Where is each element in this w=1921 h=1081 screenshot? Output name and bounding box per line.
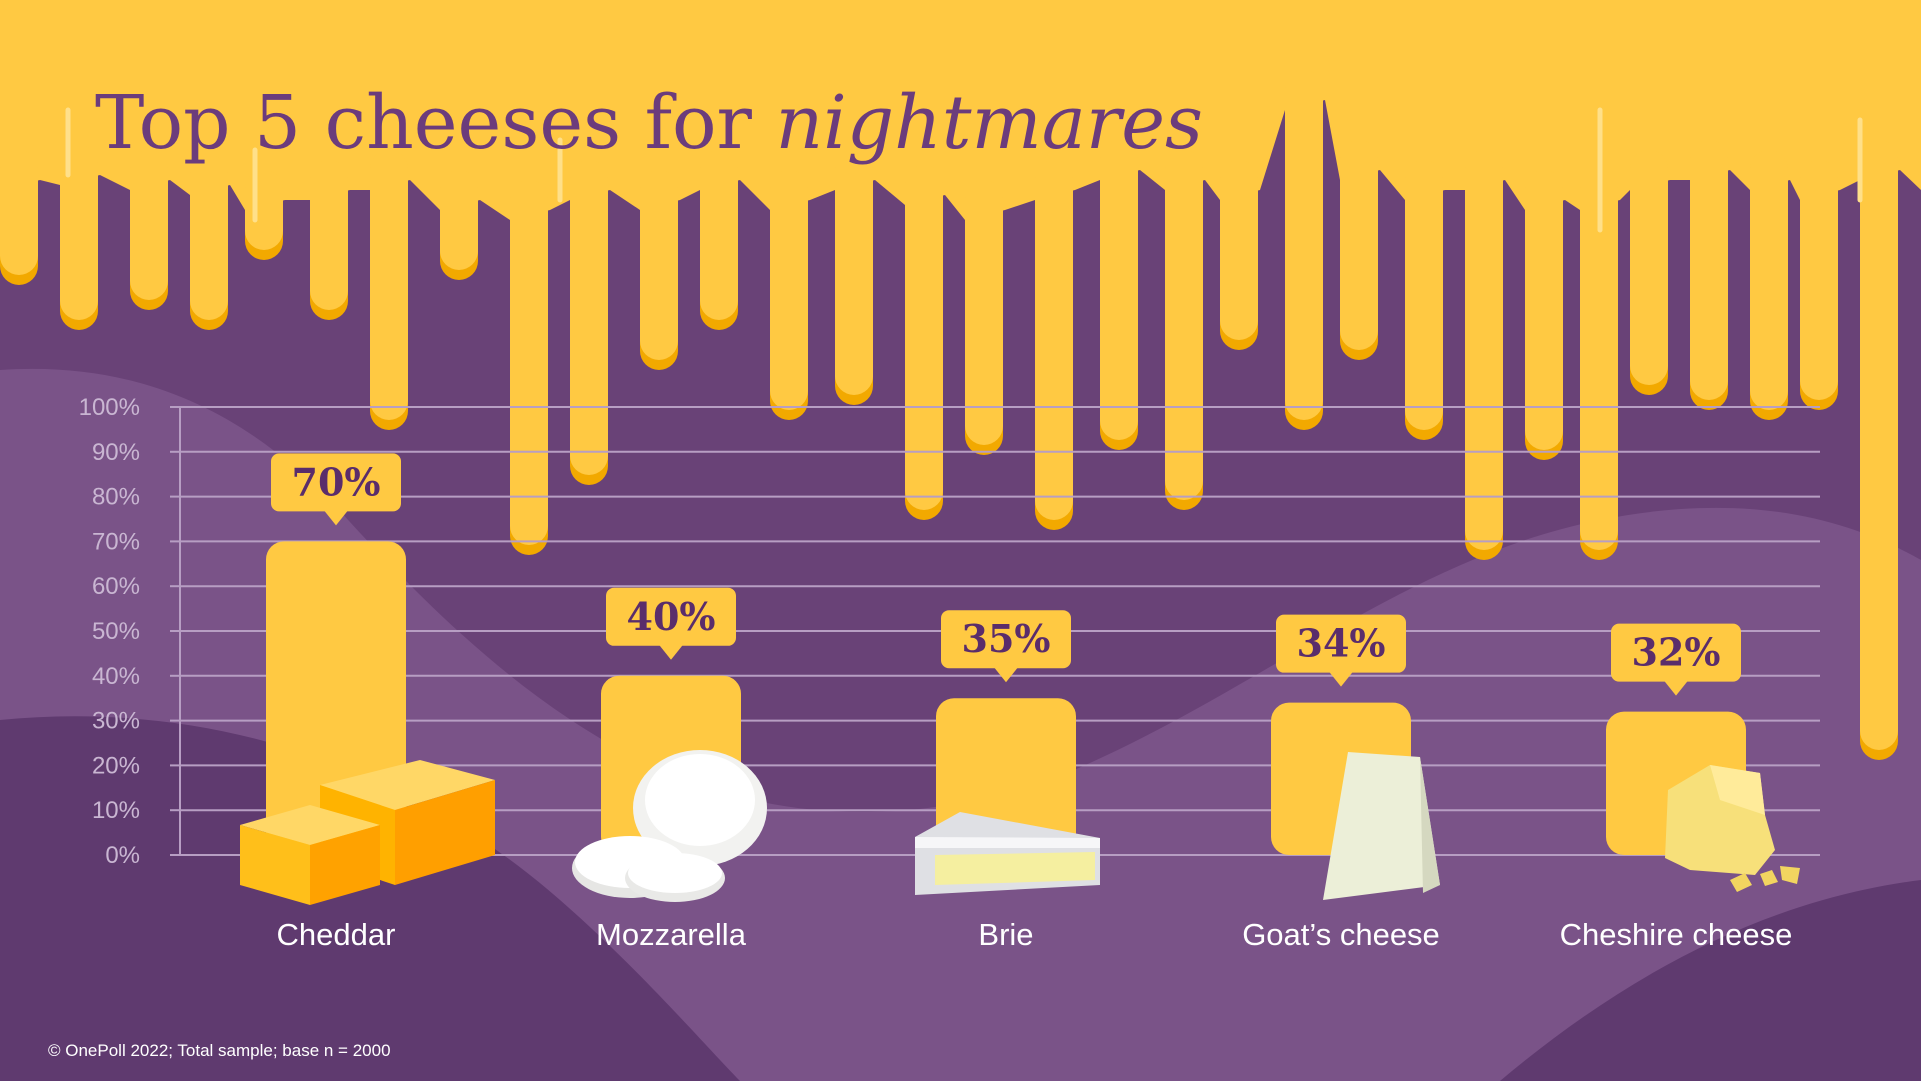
title-plain: Top 5 cheeses for: [95, 80, 775, 166]
mozzarella-ball-highlight: [645, 754, 755, 846]
cheese-drip: [370, 150, 408, 420]
cheese-drip: [835, 150, 873, 395]
cheese-illustrations: [240, 750, 1800, 905]
y-tick-label: 10%: [92, 797, 140, 824]
cheese-drip: [1525, 170, 1563, 450]
value-label: 34%: [1297, 621, 1386, 666]
title-italic: nightmares: [775, 80, 1203, 166]
mozzarella-illustration: [572, 750, 767, 902]
value-label: 70%: [292, 459, 381, 504]
category-label: Goat’s cheese: [1242, 917, 1440, 952]
value-badge: [271, 453, 401, 512]
cheddar-blocks-illustration: [240, 760, 495, 905]
cheese-melt-top: [0, 0, 1921, 220]
cheshire-crumb: [1730, 873, 1752, 892]
value-badge: [1276, 614, 1406, 673]
cheese-drip: [1750, 150, 1788, 410]
cheese-drip: [1405, 160, 1443, 430]
value-badge-pointer: [324, 510, 348, 526]
cheese-drip: [1220, 160, 1258, 340]
cheese-drip: [1630, 150, 1668, 385]
cheese-drip: [965, 180, 1003, 445]
value-badge: [606, 587, 736, 646]
value-badge-pointer: [659, 644, 683, 660]
brie-top: [915, 837, 1100, 848]
category-label: Mozzarella: [596, 917, 747, 952]
value-badge-pointer: [1329, 671, 1353, 687]
value-label: 35%: [962, 616, 1051, 661]
cheese-drip: [570, 160, 608, 475]
y-tick-label: 60%: [92, 573, 140, 600]
cheese-drip: [1580, 170, 1618, 550]
cheese-drip: [245, 170, 283, 250]
cheshire-crumb: [1780, 866, 1800, 884]
cheese-drip: [190, 155, 228, 320]
category-label: Brie: [978, 917, 1033, 952]
category-labels: Cheddar Mozzarella Brie Goat’s cheese Cheshi…: [277, 917, 1793, 952]
y-tick-label: 100%: [79, 394, 140, 421]
cheese-drip: [1465, 150, 1503, 550]
value-badge: [941, 610, 1071, 669]
melted-cheese-drips: [0, 0, 1921, 760]
cheese-drip: [905, 165, 943, 510]
brie-illustration: [915, 812, 1100, 895]
cheddar-front: [395, 780, 495, 885]
background-wave-right: [1500, 880, 1921, 1081]
cheese-drip: [700, 150, 738, 320]
cheddar-top: [320, 760, 495, 810]
y-tick-label: 70%: [92, 528, 140, 555]
value-badge-pointer: [1664, 680, 1688, 696]
cheese-drip: [1690, 140, 1728, 400]
goats-cheese-side: [1420, 757, 1440, 893]
cheese-drip: [1100, 140, 1138, 440]
brie-cut-face: [935, 852, 1095, 885]
goats-cheese-front: [1323, 752, 1440, 900]
goats-cheese-illustration: [1323, 752, 1440, 900]
cheese-drip: [1340, 140, 1378, 350]
y-tick-label: 0%: [105, 842, 140, 869]
cheese-drip: [510, 180, 548, 545]
value-badge-pointer: [994, 667, 1018, 683]
y-tick-label: 80%: [92, 484, 140, 511]
source-note: © OnePoll 2022; Total sample; base n = 2…: [48, 1041, 391, 1060]
cheshire-illustration: [1665, 765, 1800, 892]
cheese-drip: [1800, 160, 1838, 400]
y-axis: 0% 10% 20% 30% 40% 50% 60% 70% 80% 90% 100%: [79, 394, 181, 869]
cheddar-small-side: [240, 825, 310, 905]
value-label: 32%: [1632, 630, 1721, 675]
value-badge: [1611, 623, 1741, 682]
cheese-drip: [640, 170, 678, 360]
cheese-drip: [130, 150, 168, 300]
gridlines: [180, 406, 1820, 856]
cheshire-crumb: [1760, 870, 1778, 886]
value-label: 40%: [627, 594, 716, 639]
cheddar-small-front: [310, 825, 380, 905]
cheese-drip: [1165, 150, 1203, 500]
cheese-drip: [310, 160, 348, 310]
cheese-drip: [440, 170, 478, 270]
chart-title: Top 5 cheeses for nightmares: [95, 80, 1203, 166]
cheese-drip: [0, 150, 38, 275]
cheese-drip: [1860, 140, 1898, 750]
background-wave-lower: [0, 716, 740, 1081]
cheese-drip: [60, 145, 98, 320]
cheese-drip: [770, 170, 808, 410]
category-label: Cheshire cheese: [1560, 917, 1793, 952]
category-label: Cheddar: [277, 917, 396, 952]
y-tick-label: 20%: [92, 752, 140, 779]
cheese-drip: [1035, 160, 1073, 520]
y-tick-label: 90%: [92, 439, 140, 466]
value-labels: 70% 40% 35% 34% 32%: [271, 453, 1741, 696]
cheshire-chunk-top: [1710, 765, 1765, 815]
mozzarella-slice-2-top: [628, 853, 722, 893]
y-tick-label: 30%: [92, 708, 140, 735]
y-tick-label: 40%: [92, 663, 140, 690]
cheese-drip: [1285, 70, 1323, 420]
y-tick-label: 50%: [92, 618, 140, 645]
